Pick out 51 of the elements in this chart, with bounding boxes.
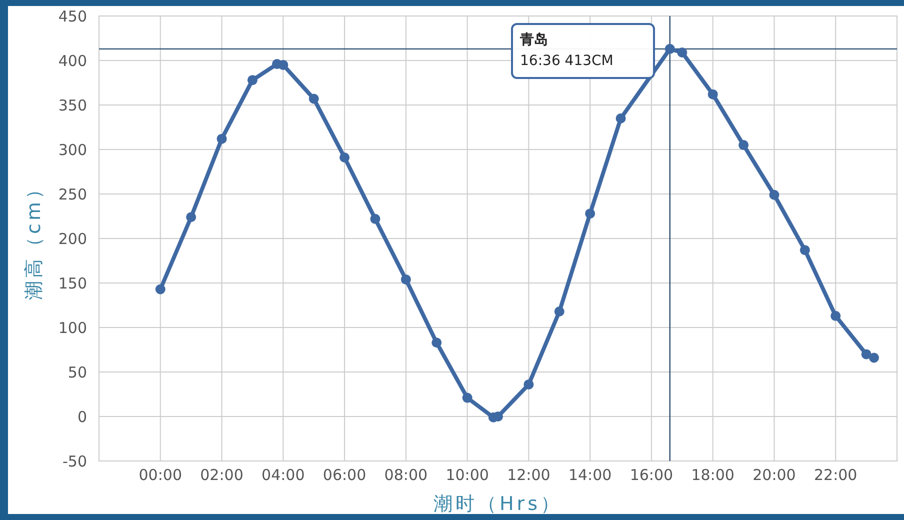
y-tick-label: -50 (62, 452, 87, 470)
y-tick-label: 200 (58, 230, 87, 248)
point (708, 89, 718, 100)
point (340, 152, 350, 163)
y-tick-label: 0 (77, 408, 87, 426)
point (830, 310, 841, 321)
x-tick-label: 04:00 (262, 466, 305, 484)
point (155, 284, 166, 294)
y-axis-title: 潮高（cm） (23, 177, 45, 300)
point (308, 94, 319, 104)
point (400, 274, 411, 284)
x-tick-label: 02:00 (200, 466, 244, 484)
x-tick-label: 14:00 (568, 466, 612, 484)
point (664, 44, 675, 54)
x-tick-label: 10:00 (446, 466, 489, 484)
point (462, 392, 472, 403)
x-tick-label: 00:00 (138, 466, 182, 484)
point (868, 352, 879, 363)
x-tick-label: 22:00 (814, 466, 858, 484)
point (278, 60, 288, 70)
point (493, 412, 503, 422)
point (861, 349, 872, 360)
x-tick-label: 16:00 (630, 466, 674, 484)
x-tick-label: 06:00 (322, 466, 366, 484)
x-tick-label: 20:00 (752, 466, 796, 484)
y-tick-label: 450 (58, 7, 87, 26)
point (370, 214, 380, 224)
y-tick-label: 50 (68, 363, 87, 382)
x-axis-title: 潮时（Hrs） (434, 493, 562, 515)
y-tick-label: 250 (58, 185, 87, 204)
x-tick-label: 12:00 (507, 466, 550, 484)
x-tick-label: 18:00 (691, 466, 734, 484)
point (216, 134, 227, 144)
y-tick-label: 300 (58, 140, 87, 159)
point (432, 338, 442, 348)
point (585, 208, 596, 219)
y-tick-label: 350 (58, 96, 87, 114)
x-tick-label: 08:00 (384, 466, 428, 484)
y-tick-label: 100 (58, 318, 87, 337)
point (800, 245, 810, 256)
point (677, 47, 688, 58)
point (616, 113, 626, 124)
y-tick-label: 400 (58, 52, 87, 70)
point (554, 306, 564, 316)
y-tick-label: 150 (58, 274, 87, 292)
point (247, 75, 258, 86)
point (769, 190, 780, 200)
annotation: 青岛 16:36 413CM (519, 32, 614, 69)
point (738, 140, 749, 150)
point (186, 212, 196, 222)
point (524, 379, 534, 390)
